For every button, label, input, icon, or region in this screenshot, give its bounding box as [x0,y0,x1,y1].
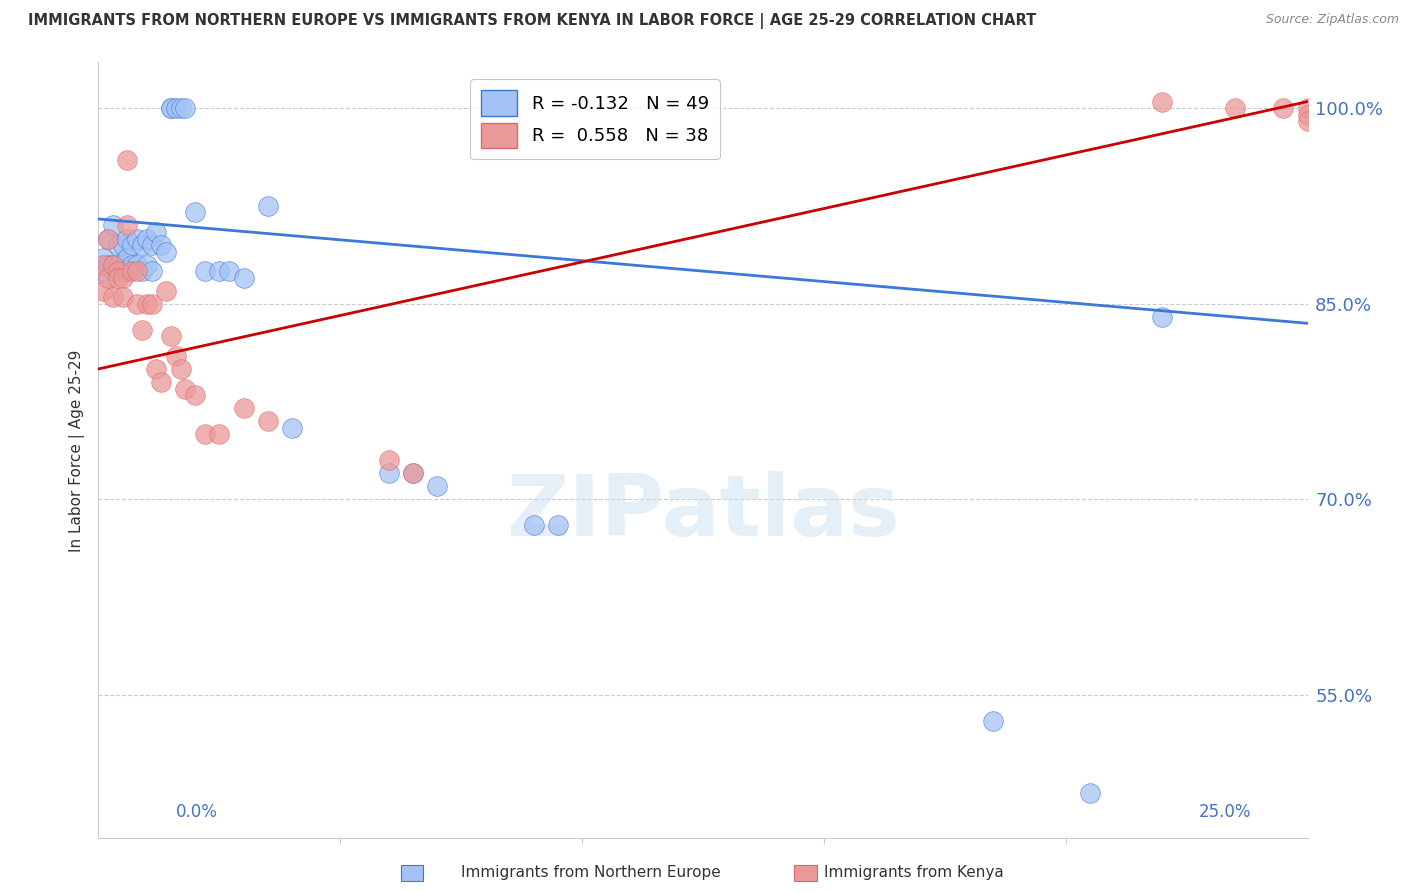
Point [184,388,207,402]
Point [150,238,173,252]
Point [127,264,149,278]
Point [523,518,546,533]
Point [91,251,114,265]
Point [91,264,114,278]
Point [256,199,278,213]
Point [135,258,157,272]
Point [160,101,183,115]
Point [127,231,149,245]
Point [131,264,153,278]
Point [135,297,157,311]
Point [107,258,129,272]
Point [141,264,163,278]
Point [97,270,120,285]
Point [184,205,207,219]
Text: Source: ZipAtlas.com: Source: ZipAtlas.com [1265,13,1399,27]
Point [1296,114,1319,128]
Point [547,518,569,533]
Point [135,231,157,245]
Point [1223,101,1246,115]
Point [208,264,231,278]
Point [232,270,254,285]
Point [127,258,149,272]
Point [1272,101,1295,115]
Point [121,258,143,272]
Point [131,238,153,252]
Point [107,270,129,285]
Point [117,231,139,245]
Text: 25.0%: 25.0% [1199,803,1251,821]
Point [97,231,120,245]
Text: Immigrants from Northern Europe: Immigrants from Northern Europe [461,865,720,880]
Point [145,225,167,239]
Point [402,467,425,481]
Point [426,479,449,493]
Point [194,264,217,278]
Point [1296,101,1319,115]
Point [101,219,124,233]
Text: IMMIGRANTS FROM NORTHERN EUROPE VS IMMIGRANTS FROM KENYA IN LABOR FORCE | AGE 25: IMMIGRANTS FROM NORTHERN EUROPE VS IMMIG… [28,13,1036,29]
Point [1078,786,1101,800]
Point [141,238,163,252]
Point [101,258,124,272]
Point [101,264,124,278]
Point [218,264,240,278]
Point [131,323,153,337]
Point [256,414,278,428]
Point [111,258,134,272]
Point [111,264,134,278]
Point [107,264,129,278]
Point [121,238,143,252]
Point [281,420,304,434]
Point [111,270,134,285]
Point [377,467,399,481]
Point [174,101,197,115]
Point [117,251,139,265]
Point [155,284,177,298]
Point [150,375,173,389]
Point [111,238,134,252]
Point [101,290,124,304]
Point [141,297,163,311]
Legend: R = -0.132   N = 49, R =  0.558   N = 38: R = -0.132 N = 49, R = 0.558 N = 38 [470,79,720,159]
Point [1152,310,1174,324]
Point [160,101,183,115]
Text: Immigrants from Kenya: Immigrants from Kenya [824,865,1004,880]
Point [101,258,124,272]
Point [1296,107,1319,121]
Point [169,101,191,115]
Point [377,453,399,467]
Point [165,101,187,115]
Point [165,349,187,363]
Point [107,264,129,278]
Point [117,153,139,168]
Point [402,467,425,481]
Point [107,238,129,252]
Point [91,284,114,298]
Point [981,714,1004,728]
Point [111,290,134,304]
Point [117,219,139,233]
Y-axis label: In Labor Force | Age 25-29: In Labor Force | Age 25-29 [69,350,84,551]
Point [145,362,167,376]
Point [97,231,120,245]
Point [169,362,191,376]
Point [97,258,120,272]
Point [174,382,197,396]
Point [232,401,254,415]
Point [208,427,231,442]
Point [127,297,149,311]
Point [91,258,114,272]
Point [194,427,217,442]
Point [160,329,183,343]
Point [1152,95,1174,109]
Point [155,244,177,259]
Point [117,264,139,278]
Point [121,264,143,278]
Text: 0.0%: 0.0% [176,803,218,821]
Text: ZIPatlas: ZIPatlas [506,471,900,554]
